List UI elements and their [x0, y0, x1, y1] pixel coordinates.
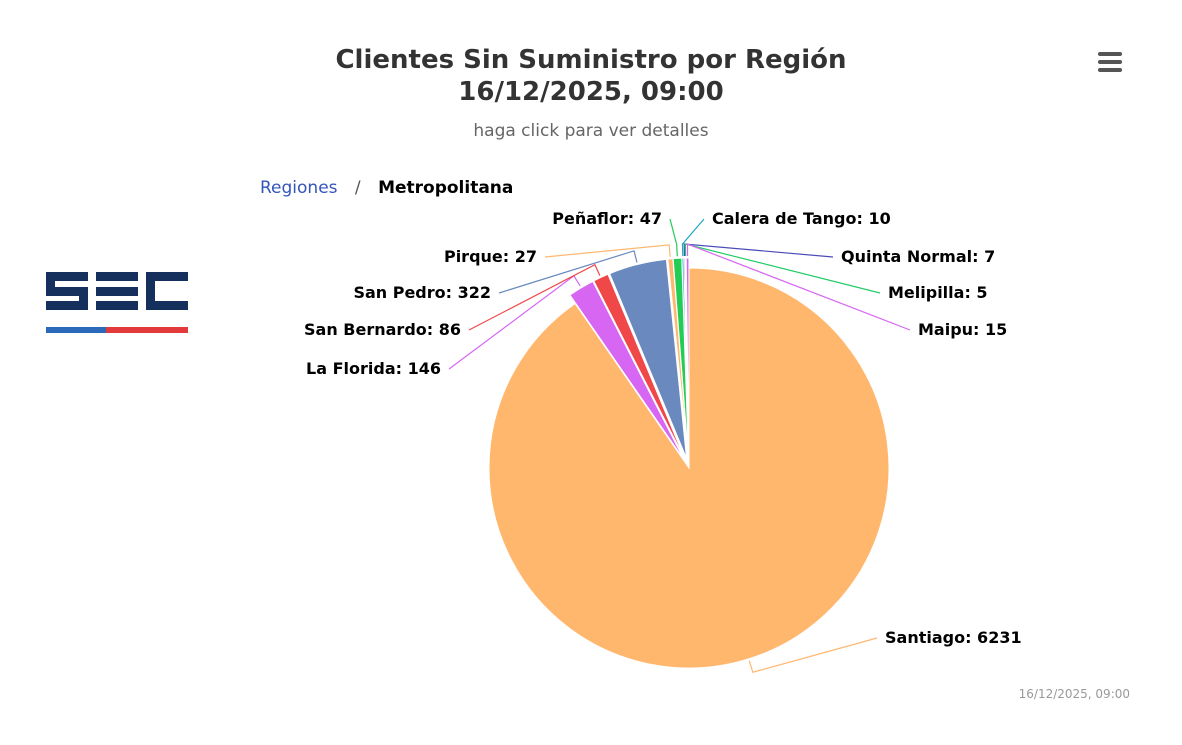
context-menu-button[interactable] [1090, 46, 1130, 78]
pie-slice-la-florida[interactable] [569, 280, 685, 460]
chart-title-line2: 16/12/2025, 09:00 [458, 77, 724, 107]
chart-title: Clientes Sin Suministro por Región 16/12… [0, 44, 1182, 108]
data-label-san-bernardo: San Bernardo: 86 [304, 320, 461, 339]
breadcrumb-current: Metropolitana [378, 178, 514, 198]
pie-slice-san-pedro[interactable] [609, 258, 688, 459]
connector-melipilla [684, 243, 881, 294]
data-label-peñaflor: Peñaflor: 47 [552, 209, 662, 228]
chart-title-line1: Clientes Sin Suministro por Región [335, 45, 847, 75]
connector-calera-de-tango [681, 218, 705, 257]
pie-slice-maipu[interactable] [685, 257, 690, 459]
data-label-quinta-normal: Quinta Normal: 7 [841, 247, 995, 266]
connector-santiago [748, 637, 878, 673]
connector-san-pedro [498, 250, 638, 294]
connector-maipu [686, 243, 911, 331]
pie-slice-san-bernardo[interactable] [593, 273, 686, 460]
data-label-la-florida: La Florida: 146 [306, 359, 441, 378]
sec-logo [46, 272, 188, 333]
chart-credits: 16/12/2025, 09:00 [1018, 687, 1130, 701]
breadcrumb: Regiones / Metropolitana [260, 178, 513, 198]
data-label-maipu: Maipu: 15 [918, 320, 1007, 339]
data-label-calera-de-tango: Calera de Tango: 10 [712, 209, 891, 228]
pie-slice-santiago[interactable] [488, 267, 890, 669]
breadcrumb-separator: / [354, 178, 361, 198]
data-label-melipilla: Melipilla: 5 [888, 283, 988, 302]
data-label-san-pedro: San Pedro: 322 [353, 283, 491, 302]
connector-san-bernardo [468, 263, 601, 331]
chart-subtitle: haga click para ver detalles [473, 121, 709, 141]
data-label-pirque: Pirque: 27 [444, 247, 537, 266]
breadcrumb-link-regiones[interactable]: Regiones [260, 178, 338, 198]
data-label-santiago: Santiago: 6231 [885, 628, 1022, 647]
connector-peñaflor [669, 218, 678, 257]
connector-pirque [544, 244, 671, 258]
connector-quinta-normal [683, 243, 834, 258]
